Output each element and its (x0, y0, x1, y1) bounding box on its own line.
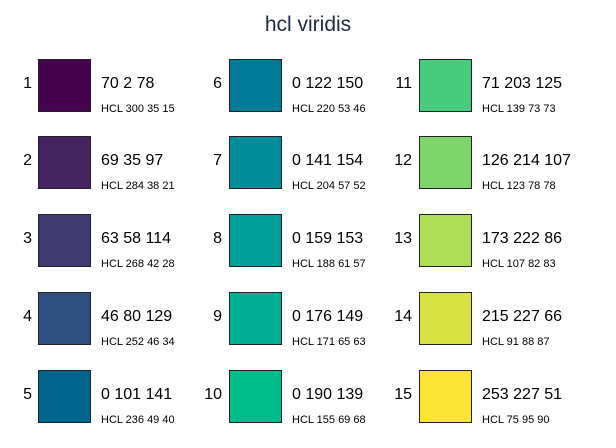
color-swatch-item: 3 63 58 114 HCL 268 42 28 (0, 214, 190, 280)
rgb-label: 253 227 51 (482, 386, 563, 403)
swatch-index: 10 (204, 386, 222, 403)
swatch-index: 1 (23, 75, 32, 92)
color-swatch (38, 136, 91, 189)
rgb-label: 71 203 125 (482, 75, 563, 92)
swatch-index: 6 (213, 75, 222, 92)
color-swatch-item: 1 70 2 78 HCL 300 35 15 (0, 59, 190, 125)
hcl-label: HCL 91 88 87 (482, 336, 550, 348)
color-swatch-item: 2 69 35 97 HCL 284 38 21 (0, 136, 190, 202)
rgb-label: 63 58 114 (101, 230, 171, 247)
color-swatch-item: 14 215 227 66 HCL 91 88 87 (381, 292, 571, 358)
swatch-index: 7 (213, 152, 222, 169)
rgb-label: 173 222 86 (482, 230, 563, 247)
hcl-label: HCL 171 65 63 (292, 336, 366, 348)
rgb-label: 126 214 107 (482, 152, 571, 169)
swatch-index: 4 (23, 308, 32, 325)
swatch-index: 11 (395, 75, 412, 92)
color-swatch (229, 214, 282, 267)
rgb-label: 0 190 139 (292, 386, 364, 403)
hcl-label: HCL 75 95 90 (482, 414, 550, 426)
rgb-label: 0 101 141 (101, 386, 173, 403)
hcl-label: HCL 139 73 73 (482, 103, 556, 115)
color-swatch-item: 5 0 101 141 HCL 236 49 40 (0, 370, 190, 436)
hcl-label: HCL 107 82 83 (482, 258, 556, 270)
swatch-index: 3 (23, 230, 32, 247)
color-swatch-item: 7 0 141 154 HCL 204 57 52 (191, 136, 381, 202)
color-swatch-item: 9 0 176 149 HCL 171 65 63 (191, 292, 381, 358)
swatch-index: 15 (394, 386, 412, 403)
swatch-index: 13 (394, 230, 412, 247)
color-swatch (419, 214, 472, 267)
swatch-index: 9 (213, 308, 222, 325)
color-swatch (419, 136, 472, 189)
hcl-label: HCL 155 69 68 (292, 414, 366, 426)
color-swatch (38, 292, 91, 345)
hcl-label: HCL 268 42 28 (101, 258, 175, 270)
color-swatch (419, 59, 472, 112)
hcl-label: HCL 188 61 57 (292, 258, 366, 270)
swatch-index: 14 (394, 308, 412, 325)
color-swatch (229, 292, 282, 345)
rgb-label: 46 80 129 (101, 308, 173, 325)
rgb-label: 0 176 149 (292, 308, 364, 325)
color-swatch-item: 10 0 190 139 HCL 155 69 68 (191, 370, 381, 436)
color-swatch-item: 8 0 159 153 HCL 188 61 57 (191, 214, 381, 280)
hcl-label: HCL 300 35 15 (101, 103, 175, 115)
hcl-label: HCL 123 78 78 (482, 180, 556, 192)
rgb-label: 0 159 153 (292, 230, 364, 247)
color-swatch (38, 214, 91, 267)
color-swatch-item: 6 0 122 150 HCL 220 53 46 (191, 59, 381, 125)
color-swatch-item: 11 71 203 125 HCL 139 73 73 (381, 59, 571, 125)
color-swatch (419, 370, 472, 423)
color-swatch (419, 292, 472, 345)
rgb-label: 0 122 150 (292, 75, 364, 92)
hcl-label: HCL 252 46 34 (101, 336, 175, 348)
rgb-label: 69 35 97 (101, 152, 164, 169)
color-swatch-item: 13 173 222 86 HCL 107 82 83 (381, 214, 571, 280)
swatch-index: 2 (23, 152, 32, 169)
swatch-index: 12 (394, 152, 412, 169)
color-swatch-item: 15 253 227 51 HCL 75 95 90 (381, 370, 571, 436)
color-swatch-item: 4 46 80 129 HCL 252 46 34 (0, 292, 190, 358)
color-swatch (38, 370, 91, 423)
rgb-label: 70 2 78 (101, 75, 155, 92)
color-swatch (229, 59, 282, 112)
swatch-index: 5 (23, 386, 32, 403)
rgb-label: 215 227 66 (482, 308, 563, 325)
hcl-label: HCL 204 57 52 (292, 180, 366, 192)
page-title: hcl viridis (264, 13, 352, 36)
color-swatch-item: 12 126 214 107 HCL 123 78 78 (381, 136, 571, 202)
swatch-index: 8 (213, 230, 222, 247)
hcl-label: HCL 284 38 21 (101, 180, 175, 192)
hcl-label: HCL 236 49 40 (101, 414, 175, 426)
color-swatch (229, 136, 282, 189)
color-swatch (229, 370, 282, 423)
hcl-label: HCL 220 53 46 (292, 103, 366, 115)
rgb-label: 0 141 154 (292, 152, 364, 169)
color-swatch (38, 59, 91, 112)
